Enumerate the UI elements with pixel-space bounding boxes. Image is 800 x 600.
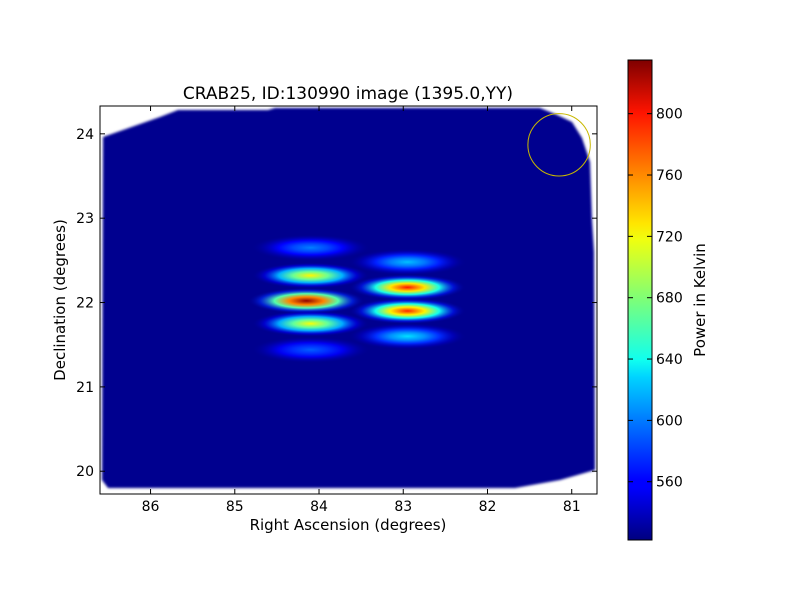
y-axis-label: Declination (degrees) [51, 219, 69, 381]
plot-area [99, 105, 598, 495]
emission-peak [349, 323, 466, 350]
emission-peak [248, 287, 365, 314]
x-tick-label: 84 [310, 499, 328, 515]
y-axis: 20 21 22 23 24 [76, 127, 597, 480]
emission-blobs [248, 234, 466, 363]
y-tick-label: 22 [76, 296, 94, 312]
colorbar-tick-label: 640 [656, 352, 683, 368]
emission-peak [252, 262, 369, 289]
colorbar: 560 600 640 680 720 760 800 Power in Kelvin [627, 59, 709, 541]
emission-peak [349, 274, 466, 301]
y-tick-label: 21 [76, 380, 94, 396]
chart-title: CRAB25, ID:130990 image (1395.0,YY) [183, 84, 513, 104]
colorbar-tick-label: 560 [656, 475, 683, 491]
colorbar-tick-label: 600 [656, 413, 683, 429]
x-tick-label: 81 [563, 499, 581, 515]
emission-peak [349, 249, 466, 276]
x-axis: 86 85 84 83 82 81 [142, 106, 581, 515]
colorbar-tick-label: 720 [656, 229, 683, 245]
y-tick-label: 24 [76, 127, 94, 143]
marker-circle [527, 113, 591, 177]
colorbar-gradient [628, 60, 652, 540]
x-tick-label: 83 [394, 499, 412, 515]
colorbar-label: Power in Kelvin [691, 243, 709, 357]
y-tick-label: 23 [76, 211, 94, 227]
colorbar-tick-label: 800 [656, 107, 683, 123]
y-tick-label: 20 [76, 464, 94, 480]
x-tick-label: 85 [226, 499, 244, 515]
emission-peak [252, 234, 369, 261]
colorbar-tick-label: 760 [656, 168, 683, 184]
emission-peak [252, 336, 369, 363]
x-tick-label: 86 [142, 499, 160, 515]
emission-peak [252, 310, 369, 337]
x-tick-label: 82 [479, 499, 497, 515]
x-axis-label: Right Ascension (degrees) [250, 516, 447, 534]
emission-peak [349, 297, 466, 324]
colorbar-ticks: 560 600 640 680 720 760 800 [628, 107, 683, 491]
colorbar-tick-label: 680 [656, 291, 683, 307]
